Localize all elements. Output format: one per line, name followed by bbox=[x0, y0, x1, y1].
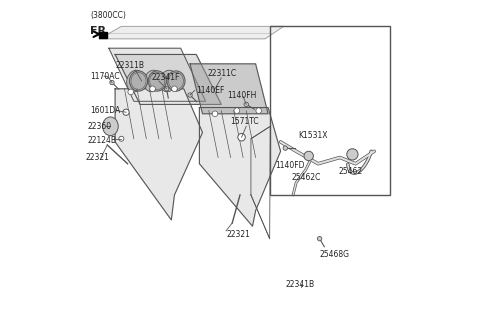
Bar bbox=[270, 26, 390, 195]
Circle shape bbox=[238, 134, 245, 141]
Circle shape bbox=[150, 86, 156, 92]
Circle shape bbox=[244, 102, 249, 106]
Polygon shape bbox=[190, 64, 268, 114]
Text: 22321: 22321 bbox=[85, 153, 109, 162]
Text: 22321: 22321 bbox=[227, 230, 251, 239]
Bar bbox=[99, 32, 107, 38]
Circle shape bbox=[283, 146, 288, 150]
Text: 22124B: 22124B bbox=[87, 136, 116, 145]
Polygon shape bbox=[109, 48, 205, 101]
Circle shape bbox=[165, 87, 169, 91]
Text: (3800CC): (3800CC) bbox=[90, 11, 126, 20]
Text: 1140EF: 1140EF bbox=[196, 86, 225, 95]
Circle shape bbox=[212, 111, 218, 117]
Text: 22311C: 22311C bbox=[207, 69, 236, 78]
Text: 1571TC: 1571TC bbox=[230, 117, 259, 126]
Polygon shape bbox=[199, 107, 281, 226]
Circle shape bbox=[128, 89, 133, 95]
Ellipse shape bbox=[144, 70, 161, 92]
Polygon shape bbox=[99, 26, 284, 39]
Text: 1601DA: 1601DA bbox=[90, 106, 120, 115]
Text: 22311B: 22311B bbox=[115, 61, 144, 70]
Circle shape bbox=[123, 109, 129, 115]
Text: 22360: 22360 bbox=[87, 122, 111, 131]
Circle shape bbox=[172, 86, 177, 92]
Text: FR: FR bbox=[90, 26, 106, 36]
Text: 25468G: 25468G bbox=[320, 250, 349, 259]
Text: 1140FD: 1140FD bbox=[276, 161, 305, 170]
Ellipse shape bbox=[130, 71, 147, 91]
Polygon shape bbox=[115, 89, 203, 220]
Ellipse shape bbox=[103, 117, 118, 136]
Circle shape bbox=[256, 108, 262, 113]
Text: 1140FH: 1140FH bbox=[227, 90, 256, 100]
Circle shape bbox=[119, 136, 124, 141]
Ellipse shape bbox=[159, 70, 177, 92]
Circle shape bbox=[234, 108, 240, 113]
Ellipse shape bbox=[167, 71, 185, 91]
Ellipse shape bbox=[148, 71, 166, 91]
Text: 1170AC: 1170AC bbox=[90, 72, 120, 81]
Text: 22341F: 22341F bbox=[151, 73, 180, 83]
Text: 25462C: 25462C bbox=[291, 173, 321, 182]
Text: 25462: 25462 bbox=[338, 167, 362, 176]
Circle shape bbox=[347, 149, 358, 160]
Circle shape bbox=[188, 93, 192, 97]
Ellipse shape bbox=[127, 70, 144, 92]
Circle shape bbox=[304, 151, 313, 161]
Polygon shape bbox=[115, 54, 221, 104]
Circle shape bbox=[110, 80, 114, 85]
Text: K1531X: K1531X bbox=[298, 131, 327, 140]
Circle shape bbox=[317, 237, 322, 241]
Text: 22341B: 22341B bbox=[285, 280, 314, 289]
